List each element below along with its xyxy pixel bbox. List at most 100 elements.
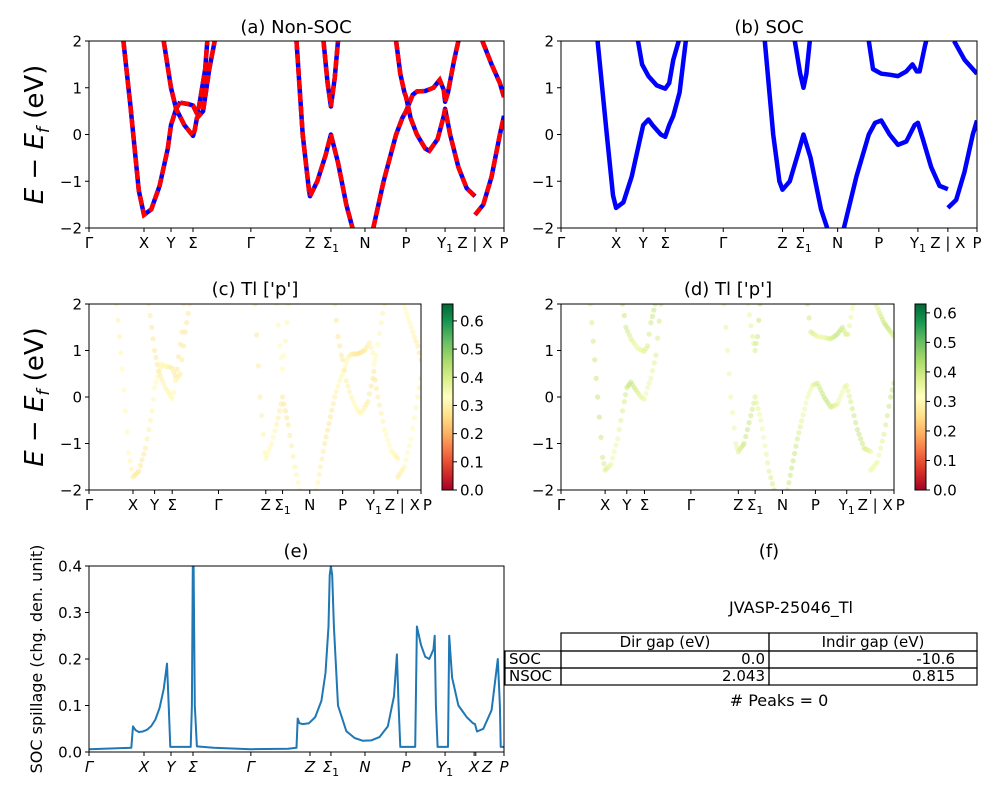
table-nsoc-indir-gap: 0.815 (912, 667, 955, 685)
projection-point (621, 399, 627, 405)
projection-point (747, 312, 753, 318)
projection-point (618, 417, 624, 423)
projection-point (136, 468, 142, 474)
panel-b-soc: (b) SOC −2 −1 0 1 2 Γ X Y Σ Γ Z Σ1 N P Y1 Z | X P (532, 17, 982, 255)
projection-point (255, 363, 261, 369)
colorbar-tick-label: 0.1 (460, 453, 484, 471)
projection-point (610, 455, 616, 461)
panel-b-plot-area: −2 −1 0 1 2 Γ X Y Σ Γ Z Σ1 N P Y1 Z | X P (532, 33, 982, 256)
colorbar-tick-label: 0.3 (933, 393, 957, 411)
band-line-soc (946, 119, 977, 210)
projection-point (797, 424, 803, 430)
kpoint-label: Γ (85, 496, 94, 514)
projection-point (171, 389, 177, 395)
y-tick-label: −2 (532, 220, 554, 238)
projection-point (845, 331, 851, 337)
projection-point (878, 445, 884, 451)
band-line-spin-down (121, 41, 183, 219)
axes-frame (88, 565, 505, 753)
projection-point (789, 465, 795, 471)
panel-f-title: (f) (759, 541, 779, 562)
colorbar-tick-label: 0.3 (460, 397, 484, 415)
projection-point (383, 432, 389, 438)
projection-point (884, 413, 890, 419)
projection-point (144, 436, 150, 442)
projection-point (254, 332, 260, 338)
projection-point (761, 434, 767, 440)
colorbar-tick-label: 0.6 (933, 304, 957, 322)
projection-point (184, 320, 190, 326)
projection-point (372, 357, 378, 363)
material-id: JVASP-25046_Tl (728, 598, 853, 618)
kpoint-label: Z (777, 234, 787, 252)
projection-point (297, 487, 303, 490)
colorbar-tick-label: 0.2 (933, 422, 957, 440)
projection-point (645, 343, 651, 349)
projection-point (182, 329, 188, 335)
projection-point (883, 422, 889, 428)
projection-point (325, 427, 331, 433)
projection-point (891, 334, 894, 340)
projection-point (114, 304, 120, 307)
projection-point (154, 361, 160, 367)
projection-points (114, 304, 421, 490)
projection-point (793, 443, 799, 449)
kpoint-label: X (468, 758, 480, 776)
projection-point (376, 402, 383, 408)
projection-point (152, 347, 158, 354)
projection-point (800, 412, 806, 418)
projection-point (613, 442, 619, 448)
axes-frame (88, 40, 505, 229)
projection-point (749, 334, 756, 340)
projection-point (886, 403, 892, 409)
band-line-soc (841, 118, 949, 228)
projection-point (655, 335, 661, 341)
projection-point (338, 352, 344, 358)
projection-point (748, 323, 754, 329)
projection-point (838, 393, 844, 399)
projection-point (804, 304, 810, 307)
axes-frame (88, 303, 422, 491)
band-lines (595, 41, 977, 228)
projection-point (274, 304, 280, 307)
kpoint-label: Y (165, 234, 176, 252)
kpoint-label: Y1 (365, 496, 382, 517)
projection-point (756, 411, 763, 417)
projection-point (406, 443, 412, 449)
projection-point (252, 304, 258, 307)
projection-point (126, 450, 132, 456)
projection-point (411, 415, 417, 421)
projection-point (375, 341, 381, 347)
kpoint-label: X (128, 496, 138, 514)
projection-point (757, 304, 763, 307)
projection-point (846, 393, 853, 399)
projection-point (169, 395, 175, 401)
y-tick-label: −1 (532, 173, 554, 191)
projection-point (315, 479, 321, 485)
projection-point (645, 385, 651, 391)
projection-point (744, 427, 751, 433)
projection-point (859, 440, 866, 447)
projection-point (153, 354, 159, 361)
band-line-spin-down (473, 115, 504, 217)
y-tick-label: −2 (532, 482, 554, 500)
projection-point (589, 320, 595, 326)
projection-point (281, 352, 287, 358)
kpoint-label: Y (621, 496, 632, 514)
projection-point (759, 426, 765, 432)
kpoint-label: N (304, 496, 315, 514)
band-line-spin-down (480, 41, 504, 98)
spillage-lines (89, 566, 504, 751)
projection-point (790, 458, 796, 464)
projection-point (792, 450, 798, 457)
projection-point (340, 357, 346, 363)
band-line-soc (762, 41, 830, 228)
projection-point (415, 343, 421, 349)
projection-point (176, 354, 182, 360)
panel-b-title: (b) SOC (734, 17, 803, 38)
kpoint-label: Z (304, 758, 316, 776)
projection-point (319, 456, 325, 462)
projection-point (728, 394, 734, 400)
kpoint-label: Γ (557, 234, 566, 252)
